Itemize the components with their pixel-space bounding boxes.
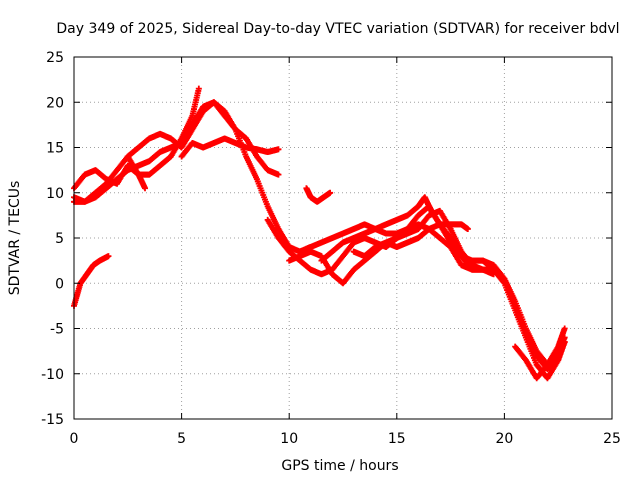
x-tick-label: 25 xyxy=(603,431,621,447)
y-tick-label: 0 xyxy=(55,276,64,292)
y-tick-label: 15 xyxy=(46,141,64,157)
x-tick-label: 10 xyxy=(280,431,298,447)
series-sat-c xyxy=(71,153,149,205)
series-sat-n xyxy=(303,185,334,205)
y-axis-label: SDTVAR / TECUs xyxy=(7,181,23,296)
data-point xyxy=(561,325,568,332)
y-tick-label: 10 xyxy=(46,186,64,202)
y-tick-label: -10 xyxy=(41,367,64,383)
data-point xyxy=(561,334,568,341)
data-point xyxy=(275,146,282,153)
series-sat-d xyxy=(124,99,282,178)
y-tick-label: -5 xyxy=(50,322,64,338)
y-tick-label: -15 xyxy=(41,412,64,428)
y-tick-labels: -15 -10 -5 0 5 10 15 20 25 xyxy=(41,50,64,428)
data-point xyxy=(105,253,112,260)
data-point xyxy=(142,185,149,192)
series-sat-j xyxy=(296,221,486,273)
axis-ticks xyxy=(73,56,613,420)
data-point xyxy=(195,85,202,92)
x-tick-labels: 0 5 10 15 20 25 xyxy=(70,431,621,447)
data-point xyxy=(464,225,471,232)
x-tick-label: 20 xyxy=(495,431,513,447)
chart-title: Day 349 of 2025, Sidereal Day-to-day VTE… xyxy=(56,21,619,37)
data-point xyxy=(327,189,334,196)
series-sat-k xyxy=(350,221,471,260)
data-point xyxy=(479,266,486,273)
data-point xyxy=(275,171,282,178)
series-sat-m xyxy=(512,334,568,382)
y-tick-label: 25 xyxy=(46,50,64,66)
series-sat-e xyxy=(178,135,282,160)
y-tick-label: 20 xyxy=(46,95,64,111)
x-axis-label: GPS time / hours xyxy=(281,458,398,474)
data-series xyxy=(71,85,568,382)
x-tick-label: 15 xyxy=(388,431,406,447)
series-sat-f xyxy=(71,253,112,309)
x-tick-label: 5 xyxy=(177,431,186,447)
x-tick-label: 0 xyxy=(70,431,79,447)
y-tick-label: 5 xyxy=(55,231,64,247)
